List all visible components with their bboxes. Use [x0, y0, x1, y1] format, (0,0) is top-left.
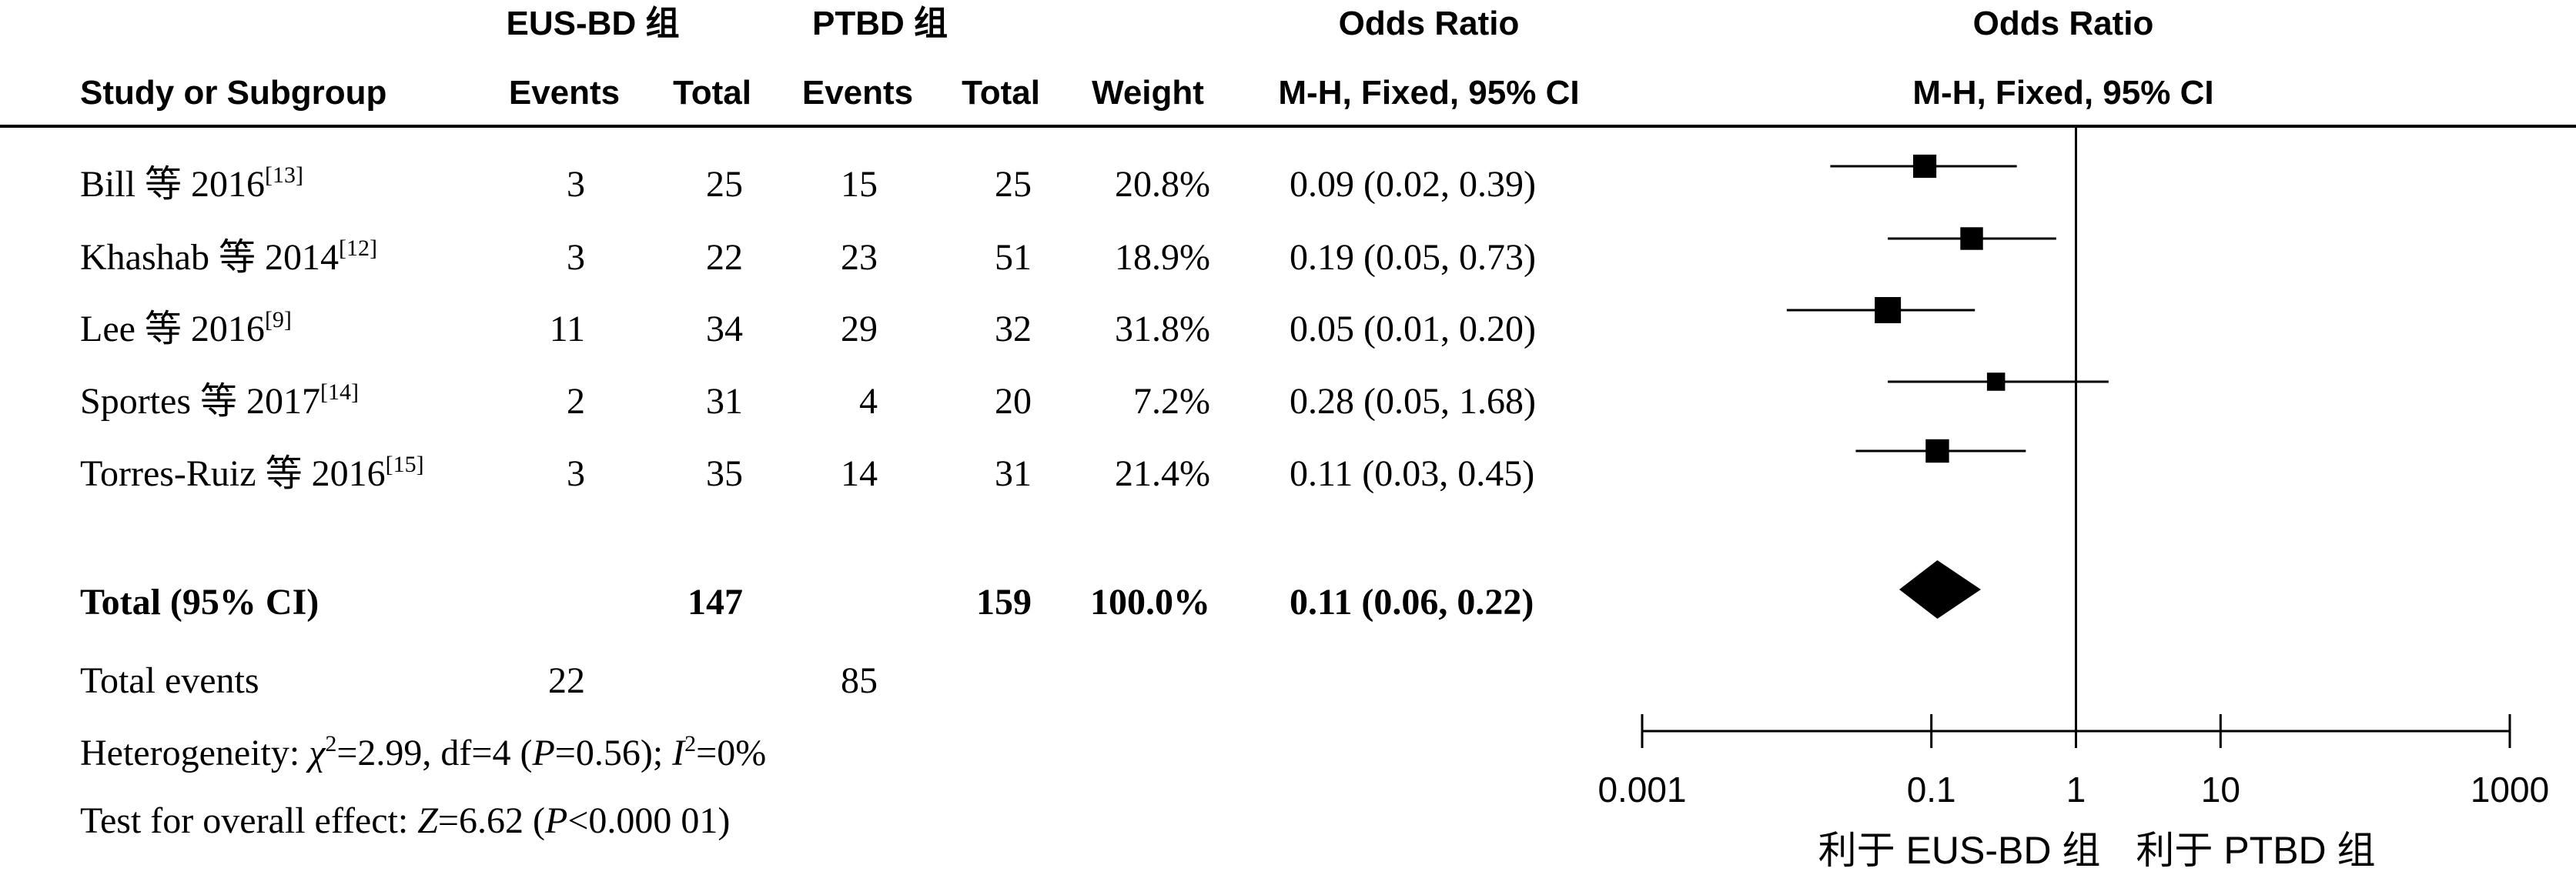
study-column-header: Study or Subgroup	[80, 74, 386, 112]
study-total-group1: 22	[706, 237, 743, 278]
group1-total-header: Total	[673, 74, 751, 112]
study-marker	[1875, 297, 1902, 323]
method-header-plot: M-H, Fixed, 95% CI	[1912, 74, 2213, 112]
x-tick-label: 1	[2066, 770, 2086, 810]
study-total-group1: 31	[706, 381, 743, 422]
study-events-group1: 3	[567, 164, 585, 205]
x-tick-label: 0.1	[1907, 770, 1956, 810]
study-total-group1: 35	[706, 453, 743, 494]
study-marker	[1925, 439, 1949, 463]
total-group2: 159	[976, 582, 1032, 623]
total-events-group2: 85	[841, 660, 878, 701]
study-marker	[1986, 372, 2006, 391]
study-total-group2: 25	[995, 164, 1032, 205]
group1-events-header: Events	[509, 74, 620, 112]
study-marker	[1960, 227, 1983, 250]
study-events-group2: 23	[841, 237, 878, 278]
study-ci-text: 0.05 (0.01, 0.20)	[1290, 309, 1536, 349]
weight-header: Weight	[1092, 74, 1204, 112]
study-events-group2: 4	[859, 381, 878, 422]
study-ci-text: 0.19 (0.05, 0.73)	[1290, 237, 1536, 278]
total-ci-text: 0.11 (0.06, 0.22)	[1290, 582, 1534, 623]
x-tick-label: 1000	[2471, 770, 2549, 810]
total-events-label: Total events	[80, 660, 259, 701]
odds-ratio-header-plot: Odds Ratio	[1973, 5, 2154, 42]
overall-effect-text: Test for overall effect: Z=6.62 (P<0.000…	[80, 800, 730, 841]
study-name: Torres-Ruiz 等 2016[15]	[80, 452, 424, 494]
study-rows: Bill 等 2016[13] 3 25 15 25 20.8% 0.09 (0.02, 0…	[80, 162, 1536, 494]
pooled-diamond	[1899, 560, 1981, 619]
study-total-group2: 31	[995, 453, 1032, 494]
x-tick-label: 10	[2201, 770, 2240, 810]
study-marker	[1912, 154, 1937, 179]
study-ci-text: 0.09 (0.02, 0.39)	[1290, 164, 1536, 205]
study-name: Sportes 等 2017[14]	[80, 379, 359, 422]
study-events-group1: 3	[567, 237, 585, 278]
odds-ratio-header-table: Odds Ratio	[1339, 5, 1520, 42]
study-total-group1: 34	[706, 309, 743, 349]
study-name: Khashab 等 2014[12]	[80, 235, 377, 278]
group2-header: PTBD 组	[812, 5, 948, 42]
total-weight: 100.0%	[1090, 582, 1210, 623]
forest-plot-area: 0.001 0.1 1 10 1000	[1597, 126, 2549, 810]
study-name: Lee 等 2016[9]	[80, 307, 292, 349]
heterogeneity-text: Heterogeneity: χ2=2.99, df=4 (P=0.56); I…	[80, 731, 766, 773]
study-total-group2: 32	[995, 309, 1032, 349]
study-ci-text: 0.28 (0.05, 1.68)	[1290, 381, 1536, 422]
study-total-group2: 20	[995, 381, 1032, 422]
study-events-group1: 2	[567, 381, 585, 422]
group2-total-header: Total	[962, 74, 1040, 112]
study-weight: 7.2%	[1133, 381, 1210, 422]
total-group1: 147	[687, 582, 743, 623]
study-weight: 18.9%	[1115, 237, 1210, 278]
study-weight: 31.8%	[1115, 309, 1210, 349]
study-events-group1: 11	[550, 309, 585, 349]
favours-left-label: 利于 EUS-BD 组	[1818, 829, 2101, 872]
study-ci-text: 0.11 (0.03, 0.45)	[1290, 453, 1534, 494]
study-weight: 20.8%	[1115, 164, 1210, 205]
group1-header: EUS-BD 组	[507, 5, 680, 42]
study-events-group2: 29	[841, 309, 878, 349]
study-events-group1: 3	[567, 453, 585, 494]
group2-events-header: Events	[802, 74, 913, 112]
study-events-group2: 14	[841, 453, 878, 494]
total-label: Total (95% CI)	[80, 582, 319, 623]
study-name: Bill 等 2016[13]	[80, 162, 303, 205]
study-total-group2: 51	[995, 237, 1032, 278]
study-total-group1: 25	[706, 164, 743, 205]
study-weight: 21.4%	[1115, 453, 1210, 494]
study-events-group2: 15	[841, 164, 878, 205]
total-events-group1: 22	[548, 660, 585, 701]
favours-right-label: 利于 PTBD 组	[2136, 829, 2375, 872]
x-tick-label: 0.001	[1597, 770, 1686, 810]
method-header-table: M-H, Fixed, 95% CI	[1278, 74, 1579, 112]
